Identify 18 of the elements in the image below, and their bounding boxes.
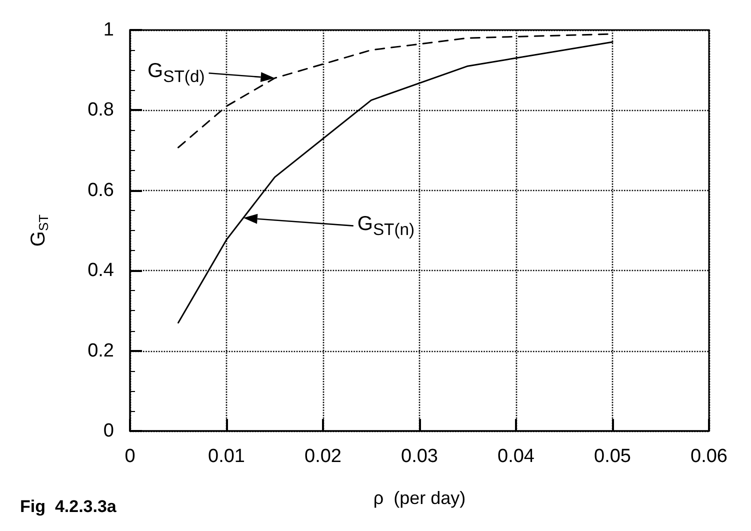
x-tick-label: 0.01 (208, 446, 245, 467)
series-label: G$_{ST(d)}$ (148, 59, 205, 88)
y-tick-label: 0.8 (88, 100, 114, 121)
x-axis-title: ρ (per day) (373, 488, 466, 508)
x-tick-label: 0.03 (401, 446, 438, 467)
x-tick-label: 0.06 (690, 446, 728, 467)
y-tick-label: 1 (103, 20, 114, 40)
x-tick-label: 0.04 (498, 446, 535, 467)
y-axis-title: GST (28, 214, 51, 247)
y-tick-label: 0 (103, 420, 114, 442)
y-tick-label: 0.2 (88, 340, 114, 362)
caption: Fig 4.2.3.3a (20, 497, 117, 516)
y-tick-label: 0.4 (88, 260, 114, 282)
legend-label: G$_{ST(n)}$ (357, 212, 415, 241)
x-tick-label: 0.02 (304, 446, 342, 467)
y-tick-label: 0.6 (88, 180, 114, 201)
x-tick-label: 0.05 (594, 446, 631, 467)
x-tick-label: 0 (124, 446, 136, 467)
